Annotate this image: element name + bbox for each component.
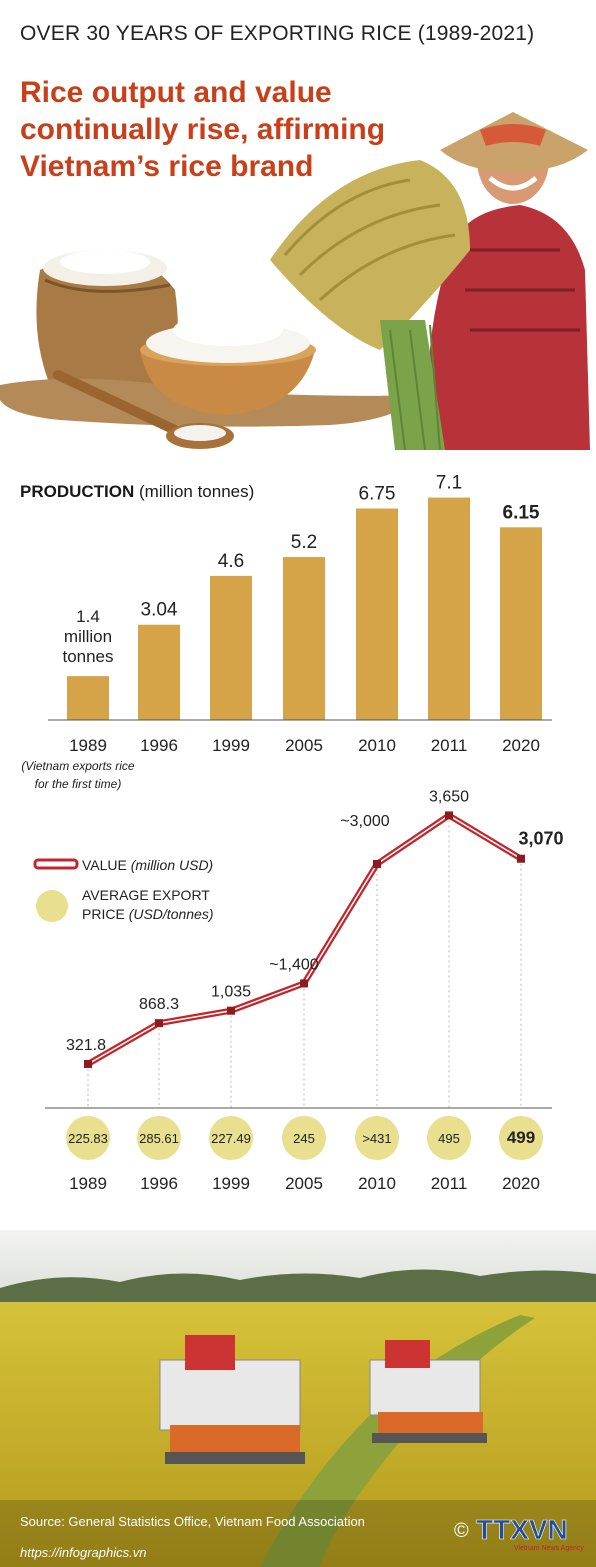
production-data-label: tonnes [62,647,113,666]
production-data-label: 7.1 [436,473,462,494]
production-year-label: 1989 [69,736,107,755]
price-bubble [137,1116,181,1160]
production-year-label: 1999 [212,736,250,755]
kicker-title: OVER 30 YEARS OF EXPORTING RICE (1989-20… [20,22,535,45]
treeline [0,1269,596,1305]
production-year-label: 2005 [285,736,323,755]
value-year-label: 2020 [502,1174,540,1193]
production-title-bold: PRODUCTION [20,482,135,501]
production-bar [283,557,325,720]
price-bubble-label: 227.49 [211,1131,251,1146]
production-data-label: 1.4 [76,607,100,626]
production-bar [67,676,109,720]
price-bubble [66,1116,110,1160]
production-data-label: 6.75 [359,484,396,505]
production-note: for the first time) [35,777,122,791]
rice-sheaf-illustration [270,160,470,450]
value-point [300,979,308,988]
value-line-inner [87,814,522,1065]
production-chart-title: PRODUCTION (million tonnes) [20,482,254,502]
production-bar [138,624,180,720]
production-data-label: 3.04 [141,600,178,621]
wooden-spoon-illustration [53,370,234,449]
value-point [155,1019,163,1028]
value-data-label: 1,035 [211,984,251,1001]
value-year-label: 1989 [69,1174,107,1193]
production-bar [500,527,542,720]
source-note: Source: General Statistics Office, Vietn… [20,1514,365,1529]
production-note: (Vietnam exports rice [21,759,134,773]
production-year-label: 2010 [358,736,396,755]
price-bubble [499,1116,543,1160]
value-point [445,811,453,820]
legend-price-label-2: PRICE (USD/tonnes) [82,906,214,922]
value-year-label: 1996 [140,1174,178,1193]
combine-harvester-right [369,1340,487,1443]
value-data-label: 3,070 [518,829,563,849]
value-data-label: ~1,400 [269,956,318,973]
rice-sack-illustration [36,250,178,398]
production-bar [356,508,398,720]
ttxvn-logo: © TTXVN Vietnam News Agency [454,1514,584,1552]
rice-bowl-illustration [140,314,316,415]
production-data-label: 4.6 [218,551,244,572]
production-bar [210,575,252,720]
price-bubble [209,1116,253,1160]
production-data-label: 6.15 [503,502,540,523]
production-bar [428,497,470,720]
value-data-label: 3,650 [429,788,469,805]
value-year-label: 2011 [431,1174,468,1193]
value-point [373,859,381,868]
value-point [84,1059,92,1068]
price-bubble [427,1116,471,1160]
value-point [227,1006,235,1015]
value-data-label: 868.3 [139,996,179,1013]
value-line-chart: 321.8 868.3 1,035 ~1,400 ~3,000 3,650 3,070 225… [33,788,564,1193]
price-bubble-label: >431 [362,1131,391,1146]
production-year-label: 2011 [431,736,468,755]
value-year-label: 2010 [358,1174,396,1193]
hero-illustration [0,112,590,450]
value-year-label: 1999 [212,1174,250,1193]
price-bubble-label: 225.83 [68,1131,108,1146]
website-link[interactable]: https://infographics.vn [20,1545,147,1560]
headline: Rice output and value continually rise, … [20,76,386,183]
value-data-label: ~3,000 [340,813,389,830]
production-year-label: 1996 [140,736,178,755]
price-bubble-label: 499 [507,1128,535,1147]
logo-text: TTXVN [476,1514,568,1545]
legend-line-swatch [33,858,79,870]
rice-field-photo [0,1230,596,1567]
production-data-label: million [64,627,112,646]
production-data-label: 5.2 [291,532,317,553]
production-year-label: 2020 [502,736,540,755]
combine-harvester-left [159,1335,305,1464]
copyright-symbol: © [454,1520,469,1542]
price-bubble-label: 285.61 [139,1131,179,1146]
legend-value-label: VALUE (million USD) [82,857,213,873]
farmer-illustration [427,112,590,450]
price-bubble [355,1116,399,1160]
value-data-label: 321.8 [66,1037,106,1054]
price-bubble-label: 245 [293,1131,315,1146]
value-year-label: 2005 [285,1174,323,1193]
price-bubble-label: 495 [438,1131,460,1146]
value-point [517,854,525,863]
logo-subtext: Vietnam News Agency [514,1545,584,1552]
production-title-unit: (million tonnes) [139,482,255,501]
legend-price-label: AVERAGE EXPORT [82,887,210,903]
price-bubble [282,1116,326,1160]
legend-bubble-swatch [36,890,68,922]
